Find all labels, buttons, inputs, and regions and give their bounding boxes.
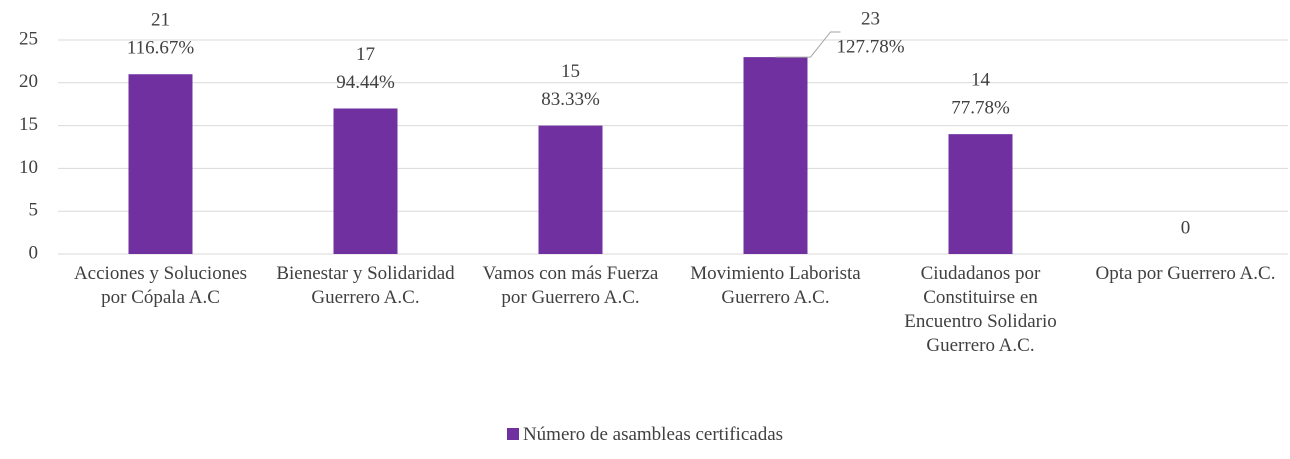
legend: Número de asambleas certificadas bbox=[0, 424, 1290, 446]
legend-label: Número de asambleas certificadas bbox=[522, 424, 784, 445]
x-tick-label: Vamos con más Fuerza por Guerrero A.C. bbox=[482, 263, 659, 308]
bar bbox=[538, 125, 603, 254]
leader-line bbox=[775, 31, 841, 58]
bar bbox=[948, 134, 1013, 254]
y-tick-label: 10 bbox=[19, 157, 38, 178]
y-tick-label: 5 bbox=[29, 200, 39, 221]
percentage-label: 116.67% bbox=[127, 38, 195, 59]
data-label: 0 bbox=[1181, 217, 1191, 238]
percentage-label: 83.33% bbox=[541, 89, 600, 110]
data-label: 23 bbox=[861, 8, 880, 29]
bar bbox=[333, 108, 398, 254]
bar bbox=[743, 57, 808, 255]
x-tick-label: Opta por Guerrero A.C. bbox=[1095, 263, 1276, 284]
percentage-label: 94.44% bbox=[336, 72, 395, 93]
data-label: 17 bbox=[356, 44, 375, 65]
x-tick-label: Bienestar y Solidaridad Guerrero A.C. bbox=[276, 263, 455, 308]
y-tick-label: 15 bbox=[19, 114, 38, 135]
bar bbox=[128, 74, 193, 255]
percentage-label: 127.78% bbox=[836, 36, 904, 57]
data-label: 15 bbox=[561, 61, 580, 82]
x-tick-label: Movimiento Laborista Guerrero A.C. bbox=[690, 263, 861, 308]
data-label: 14 bbox=[971, 70, 991, 91]
legend-swatch bbox=[506, 428, 519, 440]
x-tick-label: Acciones y Soluciones por Cópala A.C bbox=[73, 263, 248, 308]
y-tick-label: 0 bbox=[29, 242, 39, 263]
y-tick-label: 25 bbox=[19, 28, 38, 49]
x-tick-label: Ciudadanos por Constituirse en Encuentro… bbox=[904, 263, 1057, 356]
y-tick-label: 20 bbox=[19, 71, 38, 92]
percentage-label: 77.78% bbox=[951, 98, 1010, 119]
data-label: 21 bbox=[151, 10, 170, 31]
